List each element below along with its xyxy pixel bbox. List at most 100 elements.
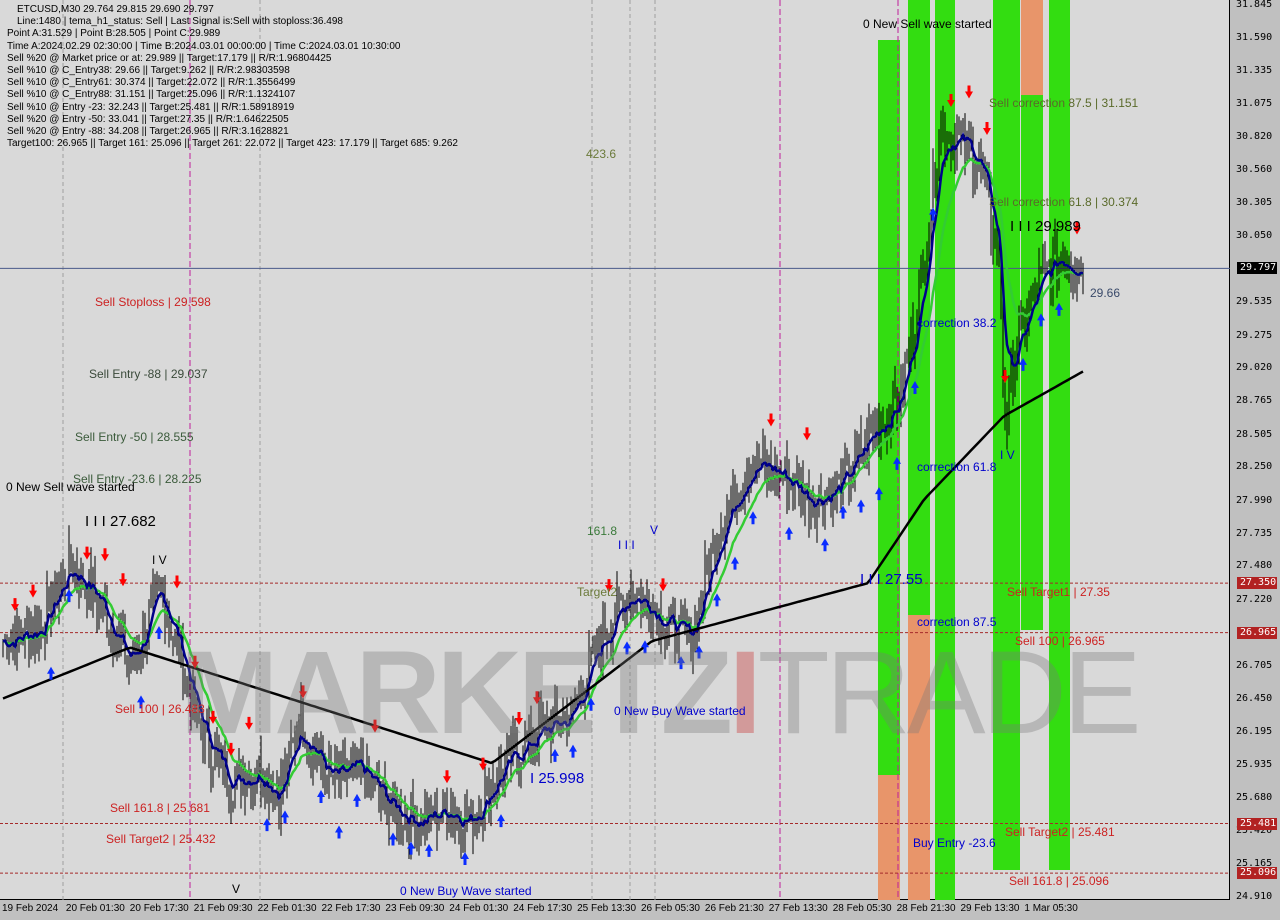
buy-arrow-icon [569,744,577,758]
symbol-line: ETCUSD,M30 29.764 29.815 29.690 29.797 [17,4,214,15]
sell-arrow-icon [173,575,181,589]
chart-annotation: I I I [618,538,635,552]
buy-arrow-icon [623,641,631,655]
buy-arrow-icon [929,207,937,221]
sell-arrow-icon [479,757,487,771]
buy-arrow-icon [749,511,757,525]
buy-arrow-icon [1019,357,1027,371]
info-line: Sell %10 @ C_Entry61: 30.374 || Target:2… [7,77,296,89]
buy-arrow-icon [389,832,397,846]
price-tick-label: 29.535 [1236,296,1273,308]
time-tick-label: 25 Feb 13:30 [577,903,637,914]
time-tick-label: 26 Feb 21:30 [704,903,764,914]
info-line: Sell %10 @ C_Entry88: 31.151 || Target:2… [7,89,296,101]
buy-arrow-icon [281,810,289,824]
buy-arrow-icon [137,695,145,709]
buy-arrow-icon [875,487,883,501]
time-tick-label: 1 Mar 05:30 [1024,903,1078,914]
buy-arrow-icon [839,505,847,519]
chart-annotation: 0 New Buy Wave started [614,704,746,718]
sell-arrow-icon [371,719,379,733]
sell-arrow-icon [983,122,991,136]
fast-moving-average [2,132,1084,829]
buy-arrow-icon [335,825,343,839]
chart-annotation: Sell 100 | 26.965 [1015,634,1105,648]
time-tick-label: 22 Feb 01:30 [257,903,317,914]
buy-arrow-icon [317,789,325,803]
plot-area[interactable] [0,0,1230,900]
sell-arrow-icon [1073,221,1081,235]
time-tick-label: 26 Feb 05:30 [641,903,700,914]
price-tick-label: 25.165 [1236,858,1273,870]
info-line: Time A:2024.02.29 02:30:00 | Time B:2024… [7,40,401,52]
price-tick-label: 24.910 [1236,891,1273,902]
chart-annotation: Sell correction 87.5 | 31.151 [989,96,1139,110]
sell-arrow-icon [83,546,91,560]
info-line: Sell %20 @ Entry -50: 33.041 || Target:2… [7,113,289,125]
buy-arrow-icon [353,793,361,807]
buy-arrow-icon [713,593,721,607]
sell-arrow-icon [659,578,667,592]
sell-arrow-icon [299,685,307,699]
mid-moving-average [2,157,1084,822]
buy-arrow-icon [461,852,469,866]
buy-arrow-icon [47,666,55,680]
price-tick-label: 31.590 [1236,31,1273,43]
sell-arrow-icon [209,710,217,724]
time-tick-label: 28 Feb 05:30 [832,903,892,914]
time-tick-label: 19 Feb 2024 [2,903,59,914]
sell-arrow-icon [767,413,775,427]
sell-arrow-icon [605,579,613,593]
signal-zone [878,775,900,900]
price-tick-label: 26.705 [1236,660,1273,672]
price-tick-label: 26.450 [1236,692,1273,704]
chart-annotation: I 25.998 [530,770,585,787]
price-tick-label: 26.195 [1236,725,1273,737]
time-tick-label: 27 Feb 13:30 [768,903,828,914]
chart-annotation: correction 87.5 [917,615,997,629]
buy-arrow-icon [641,640,649,654]
chart-annotation: correction 38.2 [917,316,997,330]
price-tick-label: 31.335 [1236,64,1273,76]
chart-annotation: V [650,523,659,537]
sell-arrow-icon [101,548,109,562]
sell-arrow-icon [1001,370,1009,384]
chart-annotation: Sell Target2 | 25.432 [106,832,216,846]
sell-arrow-icon [803,427,811,441]
chart-annotation: Sell Entry -23.6 | 28.225 [73,472,202,486]
level-price-badge: 25.096 [1237,867,1277,880]
signal-zone [1021,0,1043,95]
chart-annotation: I I I 27.55 [860,571,923,588]
price-tick-label: 27.220 [1236,593,1273,605]
buy-arrow-icon [407,841,415,855]
sell-arrow-icon [947,93,955,107]
buy-arrow-icon [425,843,433,857]
price-tick-label: 25.935 [1236,759,1273,771]
price-tick-label: 29.020 [1236,362,1273,374]
buy-arrow-icon [551,748,559,762]
buy-arrow-icon [1055,302,1063,316]
chart-annotation: Sell Entry -50 | 28.555 [75,430,194,444]
buy-arrow-icon [857,499,865,513]
price-tick-label: 27.990 [1236,494,1273,506]
chart-annotation: I I I 29.989 [1010,218,1081,235]
price-tick-label: 30.560 [1236,164,1273,176]
sell-arrow-icon [119,573,127,587]
time-tick-label: 24 Feb 01:30 [449,903,509,914]
sell-arrow-icon [443,770,451,784]
info-line: Target100: 26.965 || Target 161: 25.096 … [7,138,458,150]
price-tick-label: 30.305 [1236,197,1273,209]
signal-zone [1021,95,1043,630]
level-price-badge: 26.965 [1237,626,1277,639]
time-tick-label: 22 Feb 17:30 [321,903,381,914]
chart-annotation: Sell correction 61.8 | 30.374 [989,195,1139,209]
level-price-badge: 25.481 [1237,817,1277,830]
price-tick-label: 28.505 [1236,428,1273,440]
chart-annotation: I I I 27.682 [85,513,156,530]
info-line: Point A:31.529 | Point B:28.505 | Point … [7,28,221,40]
time-tick-label: 28 Feb 21:30 [896,903,956,914]
info-line: Sell %20 @ Entry -88: 34.208 || Target:2… [7,126,289,138]
chart-annotation: Sell Stoploss | 29.598 [95,295,211,309]
price-tick-label: 28.765 [1236,395,1273,407]
